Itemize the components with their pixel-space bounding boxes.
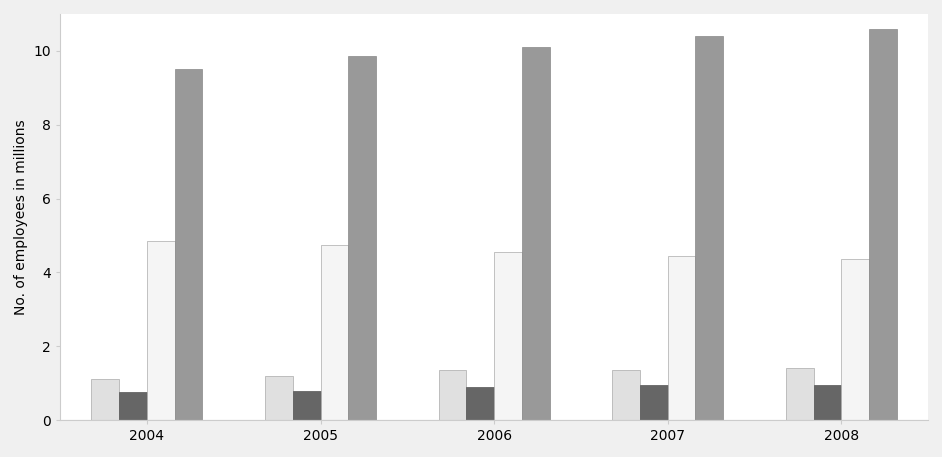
Bar xyxy=(320,244,349,420)
Bar xyxy=(841,260,869,420)
Bar xyxy=(612,370,640,420)
Bar xyxy=(91,379,119,420)
Bar xyxy=(668,256,695,420)
Bar xyxy=(522,47,550,420)
Bar xyxy=(786,368,814,420)
Y-axis label: No. of employees in millions: No. of employees in millions xyxy=(14,119,28,315)
Bar xyxy=(814,385,841,420)
Bar xyxy=(439,370,466,420)
Bar xyxy=(119,393,147,420)
Bar xyxy=(349,56,376,420)
Bar xyxy=(869,29,897,420)
Bar xyxy=(265,376,293,420)
Bar xyxy=(293,391,320,420)
Bar xyxy=(495,252,522,420)
Bar xyxy=(640,385,668,420)
Bar xyxy=(466,387,495,420)
Bar xyxy=(695,36,723,420)
Bar xyxy=(147,241,174,420)
Bar xyxy=(174,69,203,420)
